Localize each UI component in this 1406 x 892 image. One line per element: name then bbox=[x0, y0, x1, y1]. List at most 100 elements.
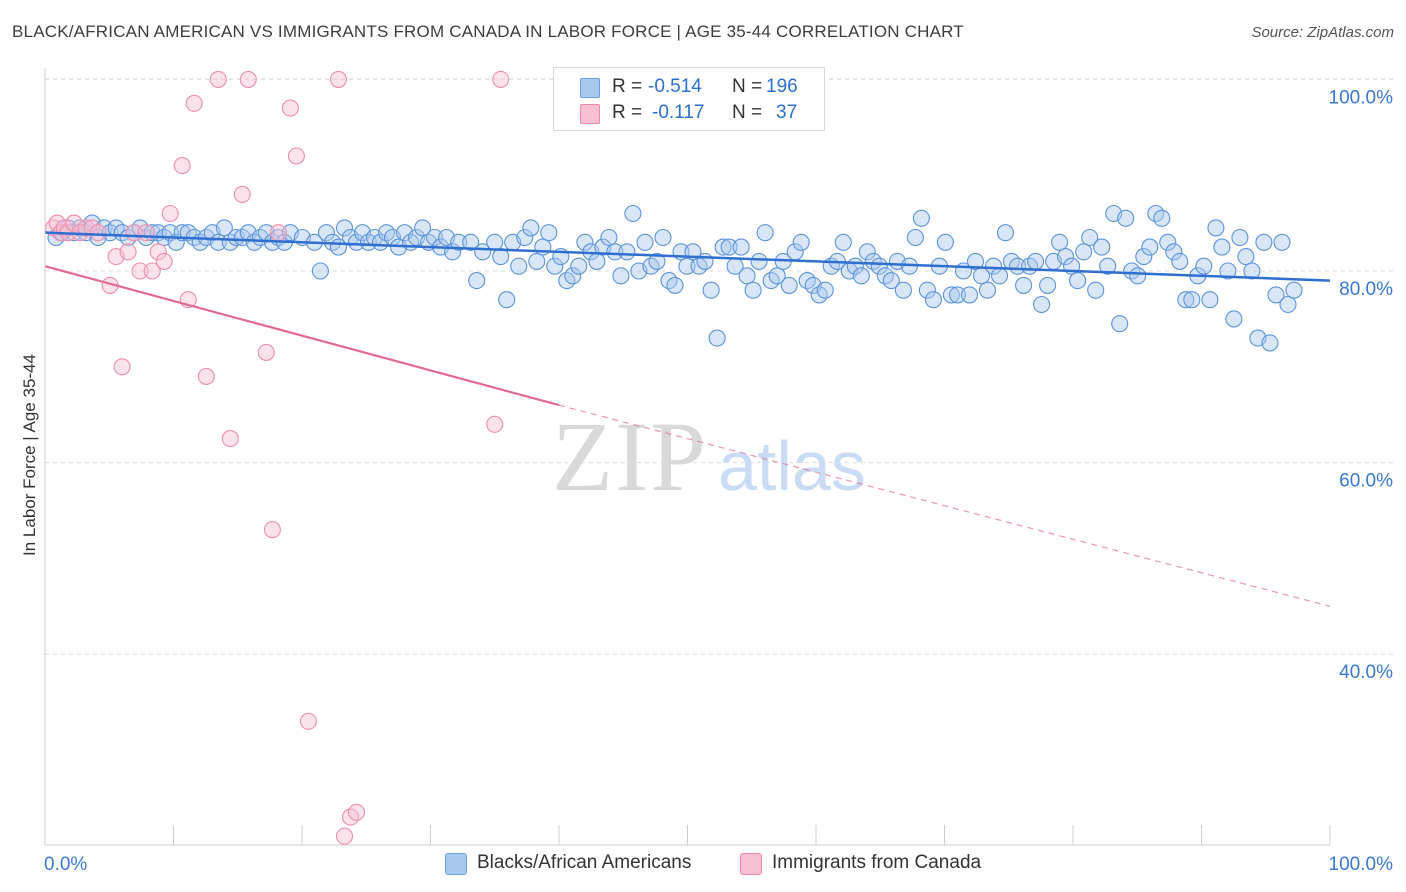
blacks-point bbox=[636, 233, 654, 251]
blacks-point bbox=[1027, 252, 1045, 270]
blacks-point bbox=[912, 209, 930, 227]
trend-layer bbox=[44, 231, 1331, 607]
blacks-point bbox=[576, 233, 594, 251]
blacks-point bbox=[1279, 295, 1297, 314]
blacks-point bbox=[732, 238, 750, 256]
legend-n-value: 37 bbox=[776, 102, 798, 123]
blacks-point bbox=[426, 228, 444, 247]
canada-trend-line-extrapolated bbox=[558, 404, 1331, 607]
blacks-point bbox=[1273, 233, 1291, 251]
canada-point bbox=[89, 224, 107, 242]
y-tick-label: 80.0% bbox=[1339, 279, 1393, 300]
blacks-point bbox=[750, 252, 768, 270]
canada-point bbox=[287, 147, 305, 165]
blacks-point bbox=[978, 281, 997, 299]
blacks-point bbox=[522, 219, 540, 237]
blacks-point bbox=[546, 257, 564, 275]
watermark-zip: ZIP bbox=[552, 401, 708, 512]
blacks-point bbox=[756, 224, 774, 242]
blacks-point bbox=[540, 224, 558, 242]
blacks-point bbox=[1051, 233, 1069, 251]
blacks-point bbox=[1159, 233, 1177, 251]
blacks-point bbox=[1033, 295, 1051, 314]
y-tick-label: 100.0% bbox=[1329, 87, 1394, 108]
blacks-point bbox=[1195, 257, 1213, 275]
blacks-point bbox=[606, 243, 624, 261]
blacks-point bbox=[1075, 243, 1093, 261]
canada-point bbox=[233, 185, 251, 203]
blacks-point bbox=[1177, 291, 1195, 309]
blacks-point bbox=[510, 257, 528, 275]
blacks-point bbox=[1201, 291, 1219, 309]
blacks-point bbox=[990, 267, 1009, 285]
blacks-point bbox=[744, 281, 762, 299]
canada-point bbox=[335, 827, 354, 845]
blacks-point bbox=[1207, 219, 1225, 237]
grid-layer bbox=[45, 78, 1395, 655]
legend-r-label: R = bbox=[612, 76, 643, 97]
blacks-point bbox=[618, 243, 636, 261]
blacks-point bbox=[1285, 281, 1303, 299]
blacks-point bbox=[1039, 276, 1057, 294]
legend-r-label: R = bbox=[612, 102, 643, 123]
blacks-point bbox=[696, 252, 714, 270]
blacks-point bbox=[1165, 243, 1183, 261]
blacks-point bbox=[1093, 238, 1111, 256]
canada-point bbox=[299, 712, 317, 730]
canada-point bbox=[143, 262, 161, 280]
watermark-atlas: atlas bbox=[718, 427, 866, 505]
canada-point bbox=[239, 70, 257, 88]
blacks-point bbox=[1057, 248, 1075, 266]
blacks-point bbox=[816, 281, 834, 299]
blacks-point bbox=[528, 252, 546, 270]
blacks-point bbox=[498, 291, 516, 309]
blacks-point bbox=[720, 238, 738, 256]
blacks-point bbox=[870, 257, 888, 275]
blacks-point bbox=[335, 219, 354, 237]
canada-point bbox=[161, 204, 179, 223]
blacks-point bbox=[414, 219, 432, 237]
blacks-point bbox=[1219, 262, 1237, 280]
canada-point bbox=[197, 367, 215, 385]
blacks-point bbox=[834, 233, 852, 251]
blacks-point bbox=[570, 257, 588, 275]
blacks-point bbox=[984, 257, 1003, 275]
blacks-point bbox=[600, 228, 618, 247]
bottom-legend-swatch-pink bbox=[740, 853, 762, 875]
blacks-point bbox=[1099, 257, 1117, 275]
canada-point bbox=[185, 94, 203, 112]
canada-point bbox=[492, 70, 510, 88]
blacks-point bbox=[534, 238, 552, 256]
blacks-trend-line bbox=[44, 231, 1331, 282]
blacks-point bbox=[1255, 233, 1273, 251]
blacks-point bbox=[1081, 228, 1099, 247]
y-tick-label: 60.0% bbox=[1339, 471, 1393, 492]
blacks-point bbox=[468, 272, 486, 290]
blacks-point bbox=[1171, 252, 1189, 270]
blacks-point bbox=[666, 276, 684, 294]
blacks-point bbox=[588, 252, 606, 270]
blacks-point bbox=[966, 252, 985, 270]
blacks-point bbox=[792, 233, 810, 251]
legend-n-label: N = bbox=[732, 102, 763, 123]
blacks-point bbox=[942, 286, 960, 304]
source-label: Source: ZipAtlas.com bbox=[1251, 24, 1394, 41]
blacks-point bbox=[1231, 228, 1249, 247]
blacks-point bbox=[924, 291, 942, 309]
blacks-point bbox=[1015, 276, 1033, 294]
blacks-point bbox=[1267, 286, 1285, 304]
blacks-point bbox=[1111, 315, 1129, 333]
blacks-point bbox=[654, 228, 672, 247]
blacks-point bbox=[1243, 262, 1261, 280]
canada-point bbox=[269, 224, 287, 242]
blacks-point bbox=[918, 281, 936, 299]
blacks-point bbox=[347, 233, 366, 251]
blacks-point bbox=[858, 243, 876, 261]
blacks-point bbox=[738, 267, 756, 285]
canada-point bbox=[131, 262, 149, 280]
blacks-point bbox=[215, 219, 233, 237]
x-tick-label: 0.0% bbox=[44, 854, 87, 875]
blacks-point bbox=[702, 281, 720, 299]
canada-point bbox=[347, 803, 366, 821]
blacks-point bbox=[1237, 248, 1255, 266]
